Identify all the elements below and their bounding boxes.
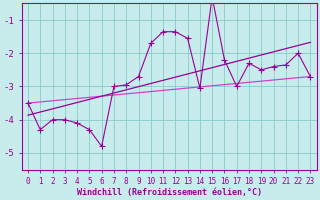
X-axis label: Windchill (Refroidissement éolien,°C): Windchill (Refroidissement éolien,°C): [77, 188, 262, 197]
